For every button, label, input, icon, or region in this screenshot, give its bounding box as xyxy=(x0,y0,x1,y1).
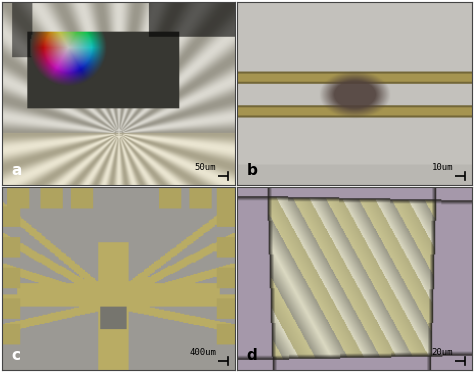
Text: 50um: 50um xyxy=(194,163,216,172)
Text: b: b xyxy=(246,163,257,178)
Text: 400um: 400um xyxy=(189,349,216,358)
Text: 20um: 20um xyxy=(431,349,453,358)
Text: c: c xyxy=(12,348,21,363)
Text: a: a xyxy=(12,163,22,178)
Text: 10um: 10um xyxy=(431,163,453,172)
Text: d: d xyxy=(246,348,257,363)
